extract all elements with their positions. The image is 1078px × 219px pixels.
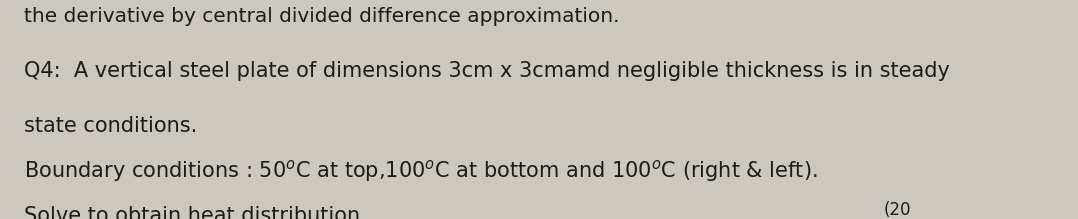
Text: Boundary conditions : 50$^o$C at top,100$^o$C at bottom and 100$^o$C (right & le: Boundary conditions : 50$^o$C at top,100…: [24, 158, 817, 184]
Text: the derivative by central divided difference approximation.: the derivative by central divided differ…: [24, 7, 619, 26]
Text: (20: (20: [884, 201, 912, 219]
Text: Q4:  A vertical steel plate of dimensions 3cm x 3cmamd negligible thickness is i: Q4: A vertical steel plate of dimensions…: [24, 61, 950, 81]
Text: state conditions.: state conditions.: [24, 116, 197, 136]
Text: Solve to obtain heat distribution.: Solve to obtain heat distribution.: [24, 206, 367, 219]
